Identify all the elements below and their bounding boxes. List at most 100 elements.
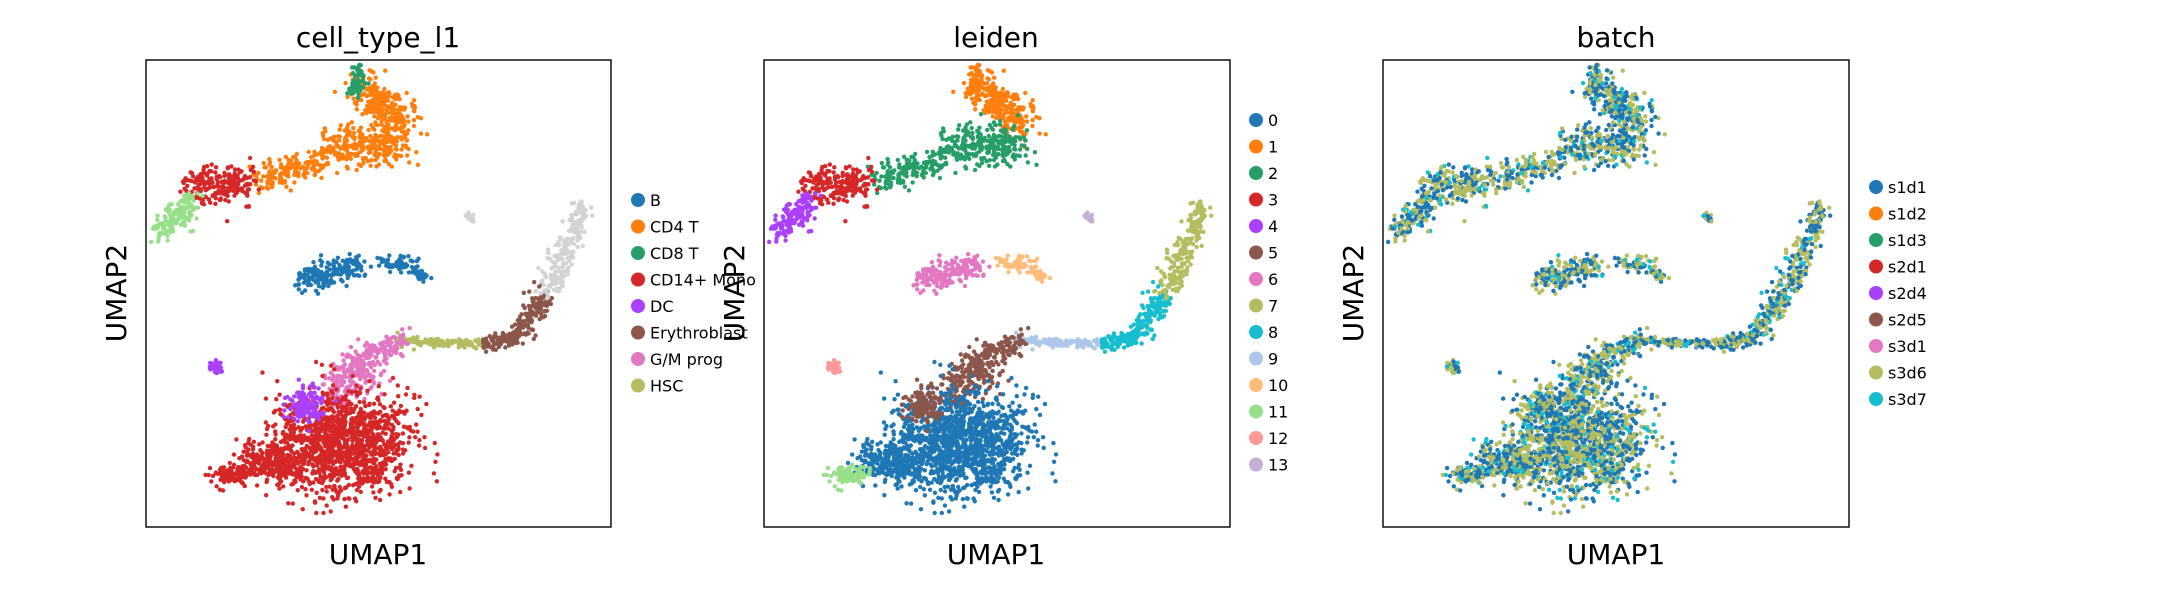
data-point xyxy=(886,160,891,165)
data-point xyxy=(997,122,1003,127)
data-point xyxy=(398,462,403,467)
data-point xyxy=(431,471,437,476)
data-point xyxy=(901,170,906,176)
data-point xyxy=(418,343,423,348)
data-point xyxy=(368,442,373,448)
data-point xyxy=(376,162,382,167)
data-point xyxy=(342,496,347,502)
data-point xyxy=(373,75,378,80)
data-point xyxy=(901,180,906,185)
data-point xyxy=(286,414,291,420)
data-point xyxy=(335,435,340,440)
data-point xyxy=(214,484,219,489)
data-point xyxy=(346,389,351,394)
data-point xyxy=(301,435,306,440)
data-point xyxy=(153,226,158,231)
data-point xyxy=(274,397,279,402)
data-point xyxy=(973,107,978,112)
data-point xyxy=(544,287,549,292)
data-point xyxy=(885,156,890,162)
data-point xyxy=(340,352,345,357)
data-point xyxy=(227,172,232,177)
data-point xyxy=(283,154,288,159)
data-point xyxy=(220,184,225,190)
data-point xyxy=(241,449,246,454)
data-point xyxy=(977,163,982,169)
data-point xyxy=(328,509,333,514)
data-point xyxy=(393,343,398,349)
data-point xyxy=(915,161,920,166)
data-point xyxy=(340,395,346,400)
data-point xyxy=(259,178,264,183)
data-point xyxy=(180,214,185,220)
data-point xyxy=(155,213,160,218)
data-point xyxy=(309,454,315,459)
data-point xyxy=(393,347,399,353)
data-point xyxy=(376,263,382,268)
data-point xyxy=(264,471,269,476)
data-point xyxy=(328,455,334,461)
data-point xyxy=(278,468,284,473)
data-point xyxy=(338,152,343,158)
data-point xyxy=(353,436,358,441)
data-point xyxy=(556,288,561,294)
data-point xyxy=(225,193,230,199)
data-point xyxy=(909,164,915,169)
data-point xyxy=(388,134,393,139)
data-point xyxy=(365,412,371,417)
data-point xyxy=(383,68,388,73)
data-point xyxy=(347,268,352,273)
data-point xyxy=(168,218,174,224)
data-point xyxy=(986,133,991,139)
data-point xyxy=(264,493,269,498)
data-point xyxy=(361,463,367,468)
data-point xyxy=(209,479,214,484)
data-point xyxy=(345,94,350,100)
data-point xyxy=(302,288,308,293)
data-point xyxy=(414,271,419,277)
data-point xyxy=(274,443,280,449)
data-point xyxy=(307,419,312,425)
data-point xyxy=(956,146,962,151)
data-point xyxy=(214,359,219,364)
data-point xyxy=(387,352,393,357)
data-point xyxy=(306,404,312,409)
data-point xyxy=(468,214,473,219)
data-point xyxy=(951,152,956,157)
data-point xyxy=(378,96,384,102)
data-point xyxy=(265,186,271,191)
data-point xyxy=(354,143,359,149)
data-point xyxy=(265,181,270,186)
data-point xyxy=(373,132,378,138)
data-point xyxy=(404,90,409,96)
data-point xyxy=(270,440,275,445)
data-point xyxy=(847,187,852,192)
data-point xyxy=(394,139,399,144)
data-point xyxy=(220,465,225,470)
data-point xyxy=(337,272,342,277)
data-point xyxy=(512,338,518,343)
data-point xyxy=(354,455,359,461)
data-point xyxy=(974,151,979,156)
data-point xyxy=(351,409,356,414)
data-point xyxy=(192,186,197,191)
data-point xyxy=(307,460,312,465)
data-point xyxy=(530,309,535,314)
data-point xyxy=(364,93,369,99)
data-point xyxy=(302,268,307,273)
data-point xyxy=(369,122,374,128)
data-point xyxy=(338,460,343,465)
data-point xyxy=(315,463,320,468)
data-point xyxy=(940,136,945,142)
data-point xyxy=(288,448,294,453)
data-point xyxy=(309,154,314,160)
data-point xyxy=(367,379,372,384)
data-point xyxy=(301,419,306,424)
data-point xyxy=(368,435,373,440)
data-point xyxy=(360,132,365,137)
data-point xyxy=(213,196,218,201)
data-point xyxy=(275,379,280,384)
data-point xyxy=(213,165,219,170)
data-point xyxy=(403,448,408,453)
data-point xyxy=(560,269,565,275)
